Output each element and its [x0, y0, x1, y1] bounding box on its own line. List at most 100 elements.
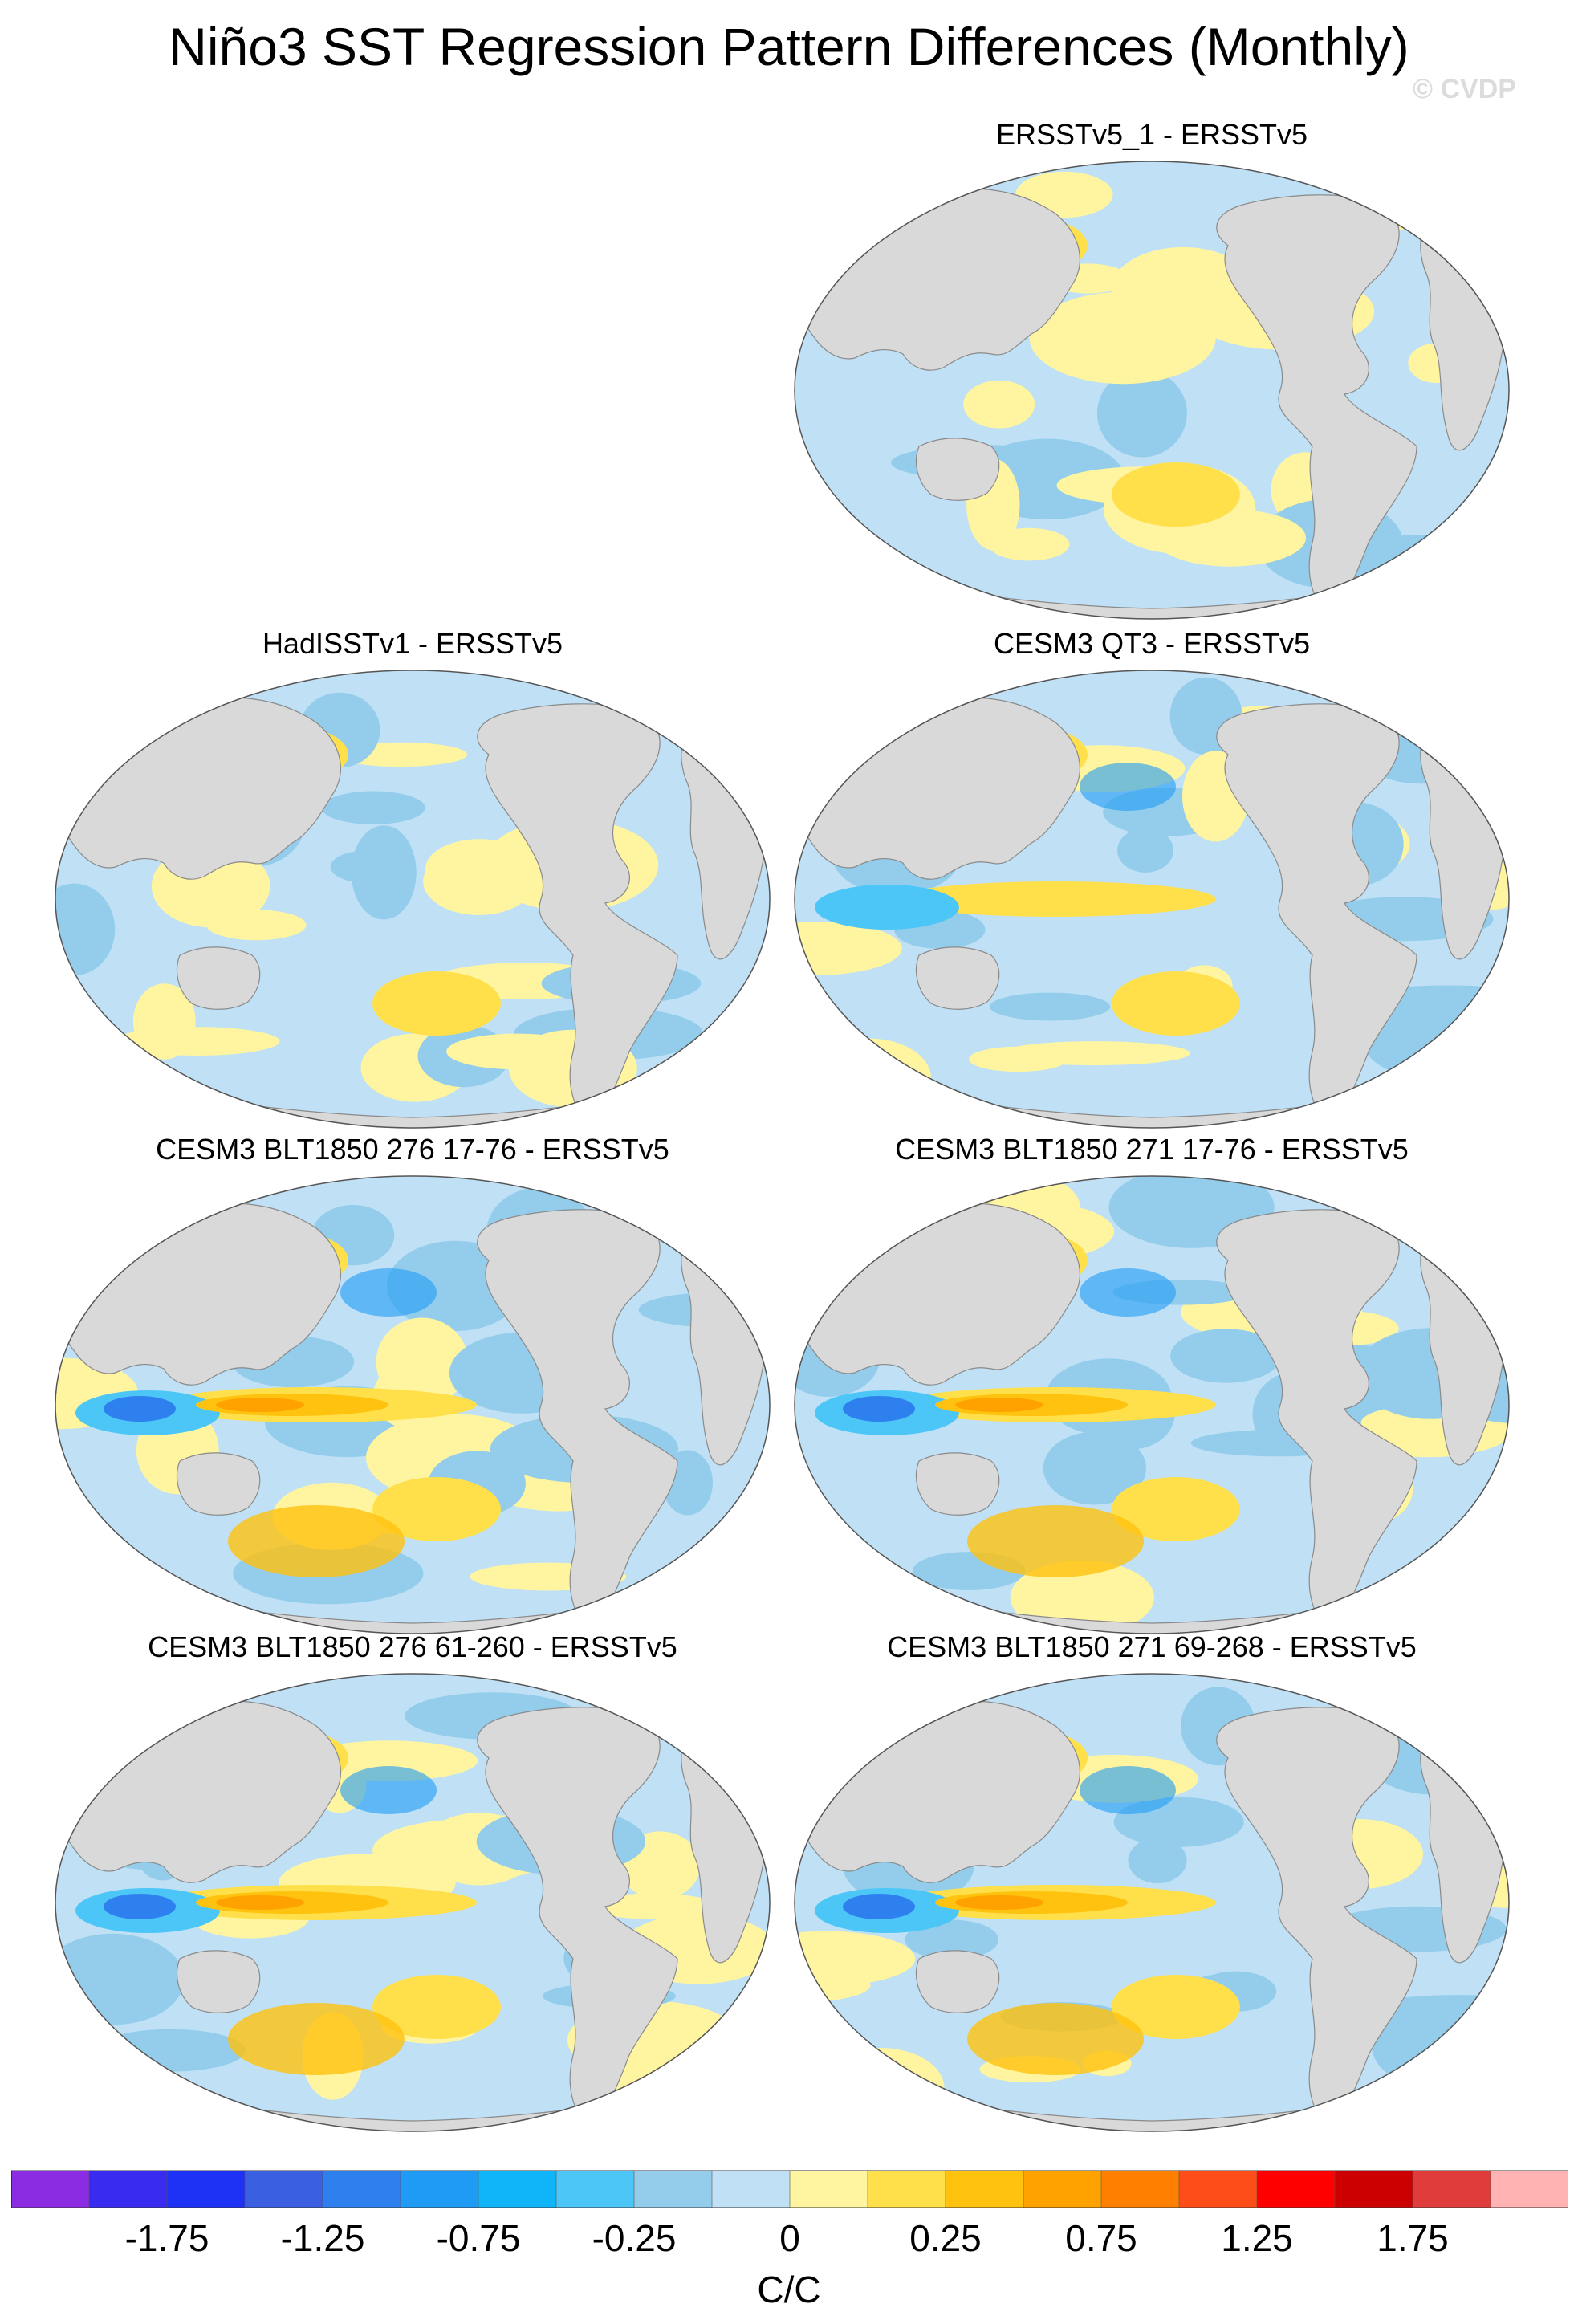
anomaly-patch — [843, 1396, 915, 1422]
land-mass — [915, 1950, 1000, 2013]
anomaly-patch — [132, 983, 196, 1060]
colorbar-swatch — [1413, 2171, 1491, 2208]
land-mass — [1216, 1209, 1417, 1634]
map-outline — [794, 670, 1510, 1129]
land-mass — [176, 1452, 261, 1516]
anomaly-patch — [1112, 1975, 1240, 2039]
colorbar-swatch — [1335, 2171, 1413, 2208]
anomaly-patch — [372, 971, 501, 1036]
colorbar-swatch — [712, 2171, 791, 2208]
anomaly-patch — [843, 1894, 915, 1919]
figure-title: Niño3 SST Regression Pattern Differences… — [169, 17, 1409, 76]
map-panel-blt1850-276-61-260: CESM3 BLT1850 276 61-260 - ERSSTv5 — [51, 1630, 774, 2143]
map — [55, 670, 771, 1129]
colorbar-tick-label: 0.75 — [1065, 2217, 1137, 2259]
anomaly-patch — [988, 527, 1070, 561]
map-panel-ersstv5-1: ERSSTv5_1 - ERSSTv5 — [791, 117, 1513, 631]
anomaly-patch — [1128, 1838, 1187, 1883]
colorbar-swatch — [245, 2171, 323, 2208]
land-mass — [477, 1209, 678, 1634]
colorbar-tick-label: 1.25 — [1221, 2217, 1293, 2259]
map — [55, 1175, 771, 1634]
map — [794, 1175, 1510, 1634]
map-outline — [55, 1175, 771, 1634]
colorbar-swatch — [11, 2171, 90, 2208]
colorbar-tick-label: -0.25 — [592, 2217, 677, 2259]
colorbar-swatch — [868, 2171, 946, 2208]
colorbar-swatch — [1179, 2171, 1258, 2208]
sst-field — [55, 1176, 770, 1634]
anomaly-patch — [815, 885, 959, 930]
anomaly-patch — [321, 791, 425, 824]
colorbar-swatch — [1023, 2171, 1102, 2208]
land-mass — [915, 438, 1000, 501]
anomaly-patch — [795, 1582, 873, 1610]
colorbar-swatch — [323, 2171, 401, 2208]
sst-field — [795, 670, 1509, 1128]
anomaly-patch — [423, 848, 535, 915]
anomaly-patch — [905, 1919, 998, 1960]
land-mass — [176, 946, 261, 1010]
colorbar-tick-label: -0.75 — [436, 2217, 521, 2259]
equatorial-core — [955, 1398, 1043, 1412]
anomaly-patch — [228, 2003, 405, 2075]
sst-field — [795, 1674, 1509, 2131]
map-panel-blt1850-271-69-268: CESM3 BLT1850 271 69-268 - ERSSTv5 — [791, 1630, 1513, 2143]
map-panel-cesm3-qt3: CESM3 QT3 - ERSSTv5 — [791, 626, 1513, 1140]
anomaly-patch — [340, 1766, 437, 1814]
anomaly-patch — [104, 1396, 176, 1422]
map-panel-blt1850-271-17-76: CESM3 BLT1850 271 17-76 - ERSSTv5 — [791, 1132, 1513, 1646]
anomaly-patch — [795, 551, 856, 582]
map — [794, 161, 1510, 620]
anomaly-patch — [1043, 1431, 1146, 1505]
anomaly-patch — [967, 1505, 1144, 1577]
land-mass — [1216, 194, 1417, 619]
map-outline — [55, 1673, 771, 2132]
colorbar-swatch — [401, 2171, 479, 2208]
anomaly-patch — [55, 883, 116, 975]
anomaly-patch — [1096, 369, 1187, 458]
panel-title: CESM3 QT3 - ERSSTv5 — [993, 627, 1311, 660]
colorbar-swatch — [634, 2171, 713, 2208]
anomaly-patch — [340, 1268, 437, 1317]
anomaly-patch — [1080, 763, 1176, 811]
sst-field — [795, 1176, 1509, 1634]
anomaly-patch — [1451, 1236, 1501, 1264]
colorbar-swatch — [89, 2171, 168, 2208]
anomaly-patch — [228, 1505, 405, 1577]
panel-title: CESM3 BLT1850 276 17-76 - ERSSTv5 — [156, 1133, 669, 1166]
land-mass — [1216, 703, 1417, 1128]
land-mass — [176, 1950, 261, 2013]
anomaly-patch — [1112, 1477, 1240, 1541]
sst-field — [795, 161, 1509, 619]
copyright-watermark: © CVDP — [1413, 74, 1516, 104]
anomaly-patch — [1080, 1766, 1176, 1814]
anomaly-patch — [95, 2029, 246, 2072]
land-mass — [477, 703, 678, 1128]
colorbar-tick-label: 1.75 — [1377, 2217, 1449, 2259]
anomaly-patch — [990, 992, 1111, 1021]
map-panel-blt1850-276-17-76: CESM3 BLT1850 276 17-76 - ERSSTv5 — [51, 1132, 774, 1646]
anomaly-patch — [963, 380, 1035, 429]
anomaly-patch — [726, 1994, 770, 2088]
colorbar-tick-label: 0 — [779, 2217, 800, 2259]
colorbar — [11, 2170, 1568, 2208]
land-mass — [915, 946, 1000, 1010]
anomaly-patch — [795, 1931, 916, 1986]
land-mass — [1216, 1707, 1417, 2131]
colorbar-swatch — [946, 2171, 1024, 2208]
anomaly-patch — [795, 705, 901, 752]
map — [55, 1673, 771, 2132]
anomaly-patch — [55, 679, 84, 775]
colorbar-tick-label: -1.75 — [124, 2217, 209, 2259]
panel-title: CESM3 BLT1850 271 69-268 - ERSSTv5 — [887, 1630, 1417, 1663]
anomaly-patch — [795, 922, 902, 975]
panel-title: HadISSTv1 - ERSSTv5 — [262, 627, 563, 660]
colorbar-swatch — [1257, 2171, 1336, 2208]
colorbar-swatch — [1491, 2171, 1568, 2208]
anomaly-patch — [1010, 1560, 1154, 1634]
map-panel-hadisstv1: HadISSTv1 - ERSSTv5 — [51, 626, 774, 1140]
anomaly-patch — [372, 1477, 501, 1541]
colorbar-tick-label: 0.25 — [909, 2217, 982, 2259]
colorbar-units: C/C — [757, 2269, 821, 2310]
